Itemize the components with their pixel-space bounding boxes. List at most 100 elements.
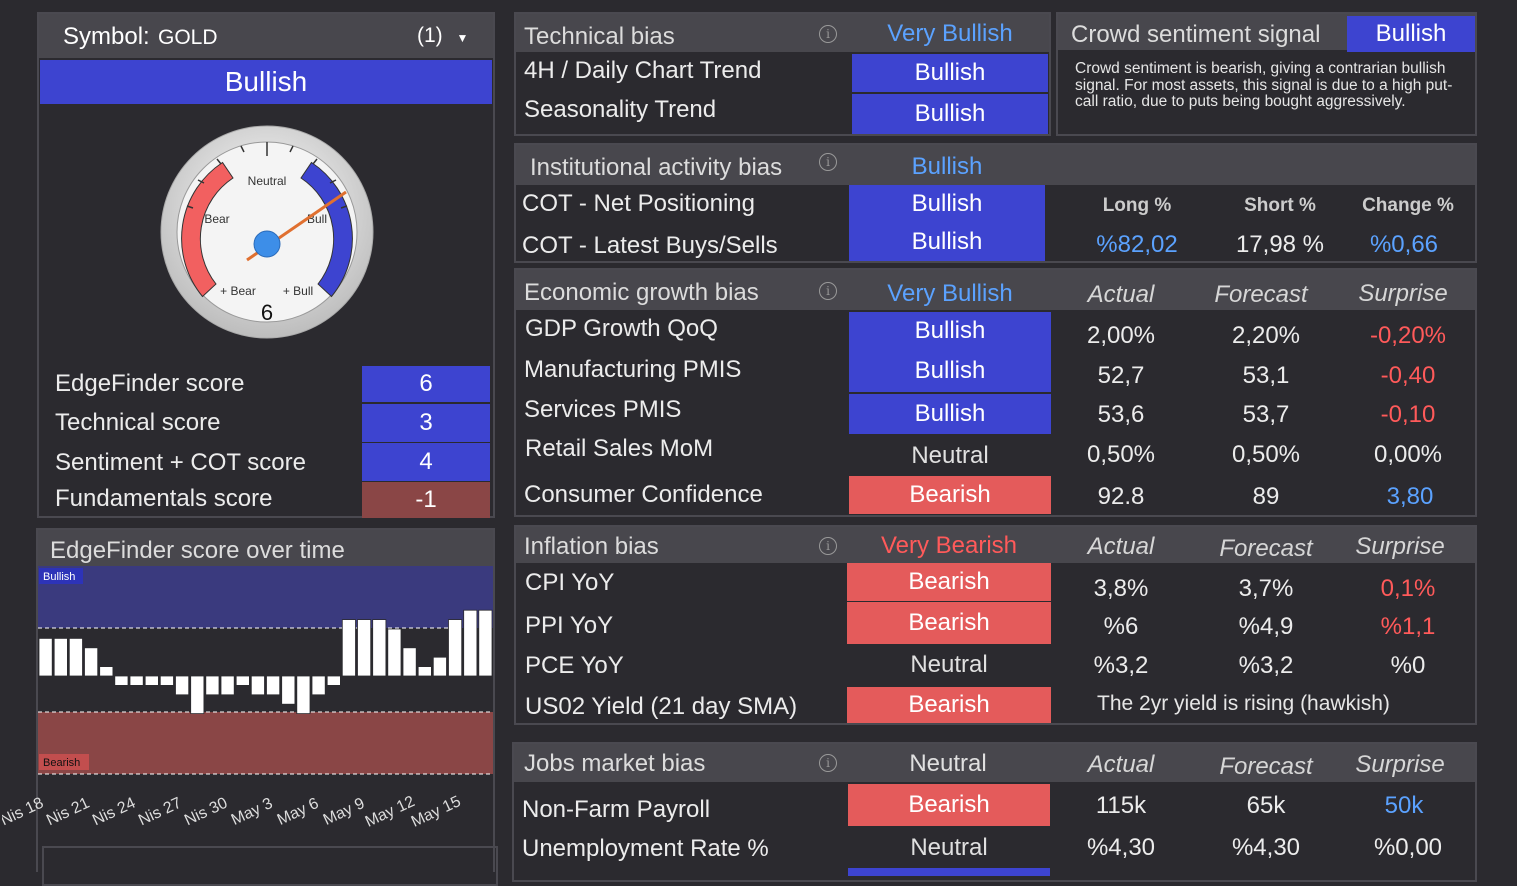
short-pct-value: 17,98 % xyxy=(1235,231,1325,258)
economic-bias-value: Very Bullish xyxy=(887,280,1013,307)
score-bar xyxy=(175,675,190,696)
symbol-label: Symbol: xyxy=(63,23,150,50)
consumer-confidence-label: Consumer Confidence xyxy=(524,481,763,508)
gauge-plus-bear-label: + Bear xyxy=(220,284,256,298)
crowd-description: Crowd sentiment is bearish, giving a con… xyxy=(1075,60,1453,110)
economic-growth-panel: Economic growth bias i Very Bullish Actu… xyxy=(514,268,1477,517)
xaxis-date-label: May 15 xyxy=(409,793,464,831)
jobs-surprise-header: Surprise xyxy=(1355,751,1445,778)
score-history-panel: EdgeFinder score over time Bullish Bearis… xyxy=(2,528,498,886)
chevron-down-icon: ▼ xyxy=(456,31,469,45)
ppi-label: PPI YoY xyxy=(525,612,614,639)
jobs-forecast-header: Forecast xyxy=(1219,753,1313,780)
long-pct-header: Long % xyxy=(1102,195,1172,216)
unemployment-actual: %4,30 xyxy=(1086,834,1156,861)
xaxis-date-label: Nis 18 xyxy=(2,795,46,830)
unemployment-forecast: %4,30 xyxy=(1231,834,1301,861)
jobs-info-icon[interactable]: i xyxy=(819,754,837,772)
short-pct-header: Short % xyxy=(1244,195,1316,216)
gauge-ticks xyxy=(186,142,348,209)
sentiment-cot-score-label: Sentiment + COT score xyxy=(55,449,306,476)
score-bar xyxy=(99,666,114,677)
score-bar xyxy=(266,675,281,696)
score-bar xyxy=(281,675,296,705)
manufacturing-label: Manufacturing PMIS xyxy=(524,356,742,383)
us02-label: US02 Yield (21 day SMA) xyxy=(525,693,798,720)
gdp-label: GDP Growth QoQ xyxy=(525,315,718,342)
chart-trend-bias: Bullish xyxy=(852,54,1048,92)
score-bar xyxy=(53,638,68,677)
score-bar xyxy=(432,656,447,677)
us02-note: The 2yr yield is rising (hawkish) xyxy=(1097,692,1390,715)
symbol-value: GOLD xyxy=(158,26,218,49)
services-label: Services PMIS xyxy=(524,396,682,423)
institutional-info-icon[interactable]: i xyxy=(819,153,837,171)
inflation-info-icon[interactable]: i xyxy=(819,537,837,555)
consumer-confidence-forecast: 89 xyxy=(1252,483,1280,510)
cot-net-label: COT - Net Positioning xyxy=(522,190,755,217)
score-bar xyxy=(159,675,174,686)
jobs-title: Jobs market bias xyxy=(524,750,706,777)
gauge-neutral-label: Neutral xyxy=(248,174,287,188)
technical-header xyxy=(516,14,1049,52)
manufacturing-actual: 52,7 xyxy=(1097,362,1145,389)
retail-bias: Neutral xyxy=(911,442,989,469)
bullish-tag-bg xyxy=(39,568,83,584)
retail-label: Retail Sales MoM xyxy=(525,435,714,462)
gdp-forecast: 2,20% xyxy=(1231,322,1301,349)
ppi-forecast: %4,9 xyxy=(1238,613,1294,640)
cpi-label: CPI YoY xyxy=(525,569,615,596)
score-bar xyxy=(205,675,220,696)
score-bar xyxy=(84,647,99,677)
technical-score-value: 3 xyxy=(362,404,490,442)
retail-actual: 0,50% xyxy=(1086,441,1156,468)
bias-gauge: Neutral Bear Bull + Bear + Bull 6 xyxy=(160,125,374,339)
economic-info-icon[interactable]: i xyxy=(819,282,837,300)
services-actual: 53,6 xyxy=(1097,401,1145,428)
nfp-actual: 115k xyxy=(1095,792,1147,819)
technical-bias-panel: Technical bias i Very Bullish 4H / Daily… xyxy=(514,12,1051,136)
score-bar xyxy=(372,619,387,677)
institutional-bias-value: Bullish xyxy=(911,153,983,180)
gauge-bear-arc xyxy=(181,161,234,298)
pce-forecast: %3,2 xyxy=(1238,652,1294,679)
score-bar xyxy=(326,675,341,686)
history-title: EdgeFinder score over time xyxy=(50,537,345,564)
technical-title: Technical bias xyxy=(524,23,675,50)
technical-info-icon[interactable]: i xyxy=(819,25,837,43)
score-bar xyxy=(341,619,356,677)
inflation-header xyxy=(516,527,1475,563)
us02-bias: Bearish xyxy=(847,687,1051,723)
jobs-bias-value: Neutral xyxy=(909,750,987,777)
score-bar xyxy=(402,647,417,677)
xaxis-date-label: May 12 xyxy=(363,793,418,831)
gauge-value: 6 xyxy=(261,300,273,325)
services-forecast: 53,7 xyxy=(1242,401,1290,428)
symbol-dropdown[interactable]: (1) ▼ xyxy=(417,24,468,48)
inflation-title: Inflation bias xyxy=(524,533,659,560)
bearish-tag: Bearish xyxy=(43,757,80,769)
cpi-bias: Bearish xyxy=(847,563,1051,601)
consumer-confidence-bias: Bearish xyxy=(849,476,1051,514)
score-bar xyxy=(478,609,493,677)
score-bar xyxy=(38,638,53,677)
bearish-zone xyxy=(38,712,493,774)
economic-title: Economic growth bias xyxy=(524,279,759,306)
cpi-surprise: 0,1% xyxy=(1380,575,1436,602)
score-bar xyxy=(296,675,311,714)
pce-actual: %3,2 xyxy=(1093,652,1149,679)
consumer-confidence-actual: 92.8 xyxy=(1097,483,1145,510)
score-bar xyxy=(448,619,463,677)
pce-surprise: %0 xyxy=(1390,652,1426,679)
inflation-forecast-header: Forecast xyxy=(1219,535,1313,562)
ppi-surprise: %1,1 xyxy=(1380,613,1436,640)
inflation-surprise-header: Surprise xyxy=(1355,533,1445,560)
ppi-bias: Bearish xyxy=(847,602,1051,644)
seasonality-trend-bias: Bullish xyxy=(852,94,1048,134)
change-pct-value: %0,66 xyxy=(1369,231,1439,258)
fundamentals-score-value: -1 xyxy=(362,482,490,518)
nfp-label: Non-Farm Payroll xyxy=(522,796,711,823)
change-pct-header: Change % xyxy=(1362,195,1454,216)
bearish-tag-bg xyxy=(39,754,89,770)
